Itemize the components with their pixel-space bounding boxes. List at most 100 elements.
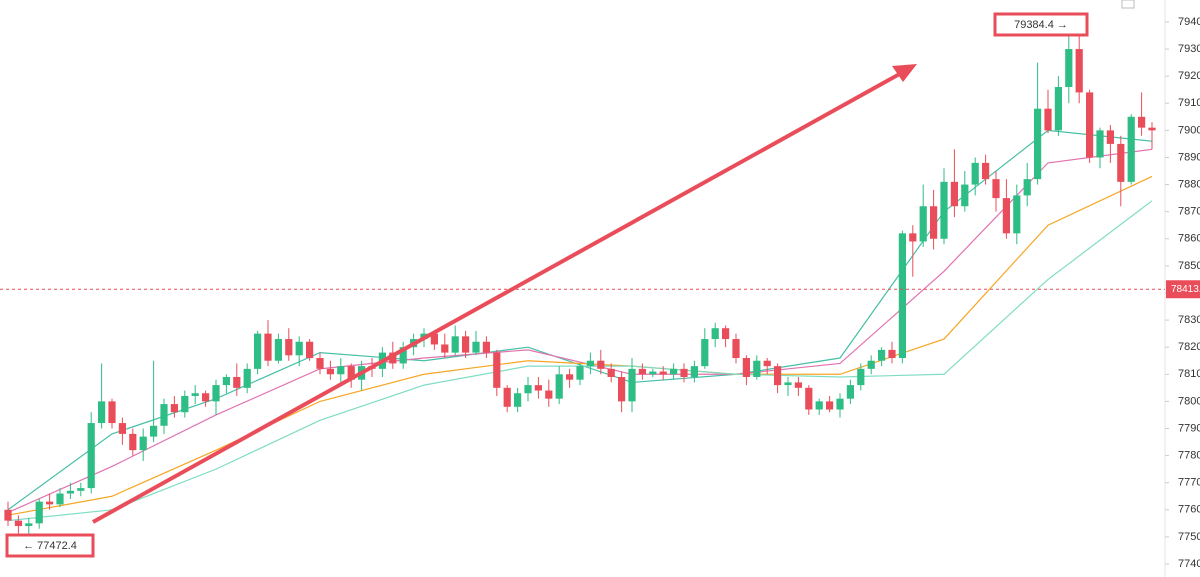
candle-body: [254, 333, 262, 369]
high-label: 79384.4 →: [1014, 19, 1068, 31]
candle-body: [909, 233, 917, 242]
candle-body: [118, 423, 126, 434]
candle-body: [992, 179, 1000, 199]
moving-average: [7, 175, 1153, 516]
candle-body: [555, 374, 563, 399]
candle-body: [170, 404, 178, 413]
candle-body: [441, 344, 449, 353]
candle-body: [274, 339, 282, 361]
candle-body: [1096, 130, 1104, 158]
candle-body: [888, 349, 896, 359]
candle-body: [566, 374, 574, 380]
current-price-label: 78413.7: [1171, 284, 1200, 295]
candle-body: [326, 368, 334, 375]
y-tick-label: 78000.0: [1178, 395, 1200, 407]
y-tick-label: 77900.0: [1178, 422, 1200, 434]
current-price-box: [1166, 280, 1200, 299]
candle-body: [1044, 108, 1052, 131]
candle-body: [1086, 92, 1094, 158]
candle-body: [586, 360, 594, 367]
y-tick-label: 78100.0: [1178, 368, 1200, 380]
candle-body: [742, 358, 750, 377]
candle-body: [389, 352, 397, 364]
candle-body: [659, 371, 667, 375]
candle-body: [160, 404, 168, 426]
candle-body: [878, 349, 886, 361]
candle-body: [1002, 198, 1010, 234]
candle-body: [618, 376, 626, 402]
candle-body: [545, 390, 553, 399]
y-tick-label: 77700.0: [1178, 477, 1200, 489]
high-box: [993, 12, 1089, 37]
candle-body: [1117, 143, 1125, 182]
candle-body: [680, 368, 688, 377]
candle-body: [794, 382, 802, 388]
candle-body: [316, 358, 324, 369]
candle-body: [451, 336, 459, 353]
candle-body: [202, 393, 210, 402]
candle-body: [784, 382, 792, 386]
candle-body: [1034, 108, 1042, 180]
candle-body: [701, 339, 709, 367]
y-tick-label: 78200.0: [1178, 341, 1200, 353]
candle-body: [306, 341, 314, 359]
candle-body: [139, 436, 147, 451]
candle-body: [940, 181, 948, 239]
y-tick-label: 79400.0: [1178, 16, 1200, 28]
candle-body: [14, 520, 22, 527]
candle-body: [919, 206, 927, 242]
candle-body: [982, 162, 990, 180]
y-tick-label: 79200.0: [1178, 70, 1200, 82]
candle-body: [66, 490, 74, 494]
candle-body: [285, 339, 293, 356]
candle-body: [77, 488, 85, 491]
candle-body: [638, 368, 646, 375]
candle-body: [1075, 49, 1083, 93]
candle-body: [950, 181, 958, 207]
candle-body: [181, 395, 189, 413]
candle-body: [472, 341, 480, 353]
trend-arrow: [92, 69, 906, 524]
candle-body: [534, 385, 542, 391]
candle-body: [1106, 130, 1114, 144]
candle-body: [805, 387, 813, 410]
candle-body: [222, 376, 230, 386]
candle-body: [597, 360, 605, 369]
low-box: [5, 533, 95, 558]
candle-body: [129, 433, 137, 451]
candle-body: [98, 401, 106, 424]
candle-body: [1013, 195, 1021, 234]
candle-body: [649, 371, 657, 375]
candle-body: [150, 425, 158, 437]
y-tick-label: 77800.0: [1178, 449, 1200, 461]
y-tick-label: 79100.0: [1178, 97, 1200, 109]
candle-body: [971, 162, 979, 185]
candle-body: [1148, 127, 1156, 131]
candle-body: [482, 341, 490, 353]
candle-body: [1127, 116, 1135, 182]
candle-body: [763, 360, 771, 367]
y-tick-label: 78300.0: [1178, 314, 1200, 326]
y-tick-label: 78800.0: [1178, 178, 1200, 190]
candle-body: [1054, 86, 1062, 131]
y-tick-label: 77400.0: [1178, 558, 1200, 570]
candle-body: [732, 339, 740, 359]
candle-body: [337, 366, 345, 375]
candle-body: [295, 341, 303, 356]
candle-body: [524, 385, 532, 394]
candle-body: [1138, 116, 1146, 128]
low-label: ← 77472.4: [23, 540, 77, 552]
candle-body: [430, 333, 438, 345]
y-tick-label: 78900.0: [1178, 151, 1200, 163]
corner-icon: [1121, 0, 1135, 9]
y-tick-label: 79000.0: [1178, 124, 1200, 136]
candle-body: [753, 360, 761, 377]
candle-body: [961, 184, 969, 207]
y-tick-label: 78500.0: [1178, 260, 1200, 272]
y-tick-label: 79300.0: [1178, 43, 1200, 55]
candle-body: [35, 501, 43, 524]
moving-average: [7, 129, 1153, 511]
candle-body: [243, 368, 251, 388]
candle-body: [4, 509, 12, 521]
candle-body: [774, 366, 782, 386]
